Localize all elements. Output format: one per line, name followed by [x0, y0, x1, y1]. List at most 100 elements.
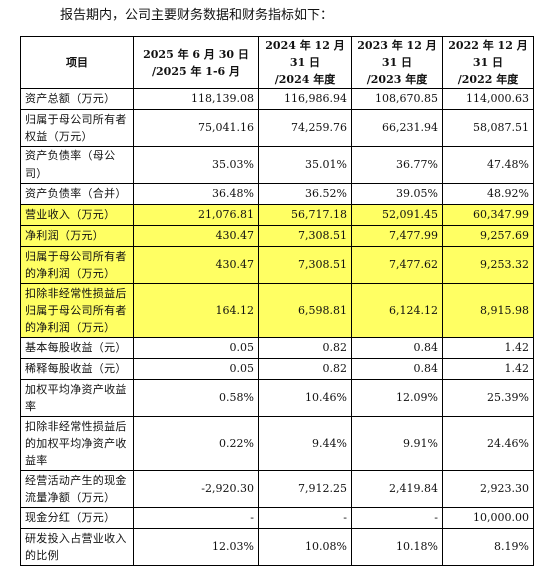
row-label: 加权平均净资产收益率 [20, 379, 134, 417]
cell-value: 56,717.18 [258, 204, 352, 226]
table-row: 归属于母公司所有者 权益（万元） 75,041.16 74,259.76 66,231.… [20, 109, 534, 147]
header-period-4: 2022 年 12 月 31 日/2022 年度 [442, 36, 534, 89]
header-text: /2022 年度 [457, 73, 519, 86]
cell-value: 118,139.08 [133, 88, 259, 110]
cell-value: 35.03% [133, 146, 259, 184]
row-label: 资产负债率（母公司） [20, 146, 134, 184]
row-label: 资产总额（万元） [20, 88, 134, 110]
cell-value: 36.48% [133, 183, 259, 205]
header-item: 项目 [20, 36, 134, 89]
cell-value: 47.48% [442, 146, 534, 184]
table-row: 归属于母公司所有者 的净利润（万元） 430.47 7,308.51 7,477.62 9… [20, 246, 534, 284]
row-label: 研发投入占营业收入 的比例 [20, 528, 134, 566]
cell-value: 0.82 [258, 337, 352, 359]
cell-value: -2,920.30 [133, 470, 259, 508]
cell-value: 430.47 [133, 246, 259, 284]
row-label-text: 营业收入（万元） [25, 208, 116, 221]
cell-value: 24.46% [442, 416, 534, 471]
row-label: 基本每股收益（元） [20, 337, 134, 359]
header-text: /2024 年度 [274, 73, 336, 86]
cell-value: 12.09% [351, 379, 443, 417]
cell-value: 9,257.69 [442, 225, 534, 247]
table-header-row: 项目 2025 年 6 月 30 日/2025 年 1-6 月 2024 年 12 … [20, 36, 534, 89]
cell-value: 10.18% [351, 528, 443, 566]
header-text: /2023 年度 [366, 73, 428, 86]
cell-value: 7,912.25 [258, 470, 352, 508]
row-label-text: 的净利润（万元） [25, 321, 116, 334]
cell-value: 0.22% [133, 416, 259, 471]
cell-value: 21,076.81 [133, 204, 259, 226]
cell-value: 0.05 [133, 358, 259, 380]
cell-value: 9.44% [258, 416, 352, 471]
cell-value: - [133, 507, 259, 529]
cell-value: 74,259.76 [258, 109, 352, 147]
cell-value: 164.12 [133, 283, 259, 338]
header-text: 2023 年 12 月 31 日 [357, 39, 437, 69]
header-period-1: 2025 年 6 月 30 日/2025 年 1-6 月 [133, 36, 259, 89]
row-label: 归属于母公司所有者 的净利润（万元） [20, 246, 134, 284]
row-label-text: 归属于母公司所有者 [25, 250, 127, 263]
row-label: 现金分红（万元） [20, 507, 134, 529]
row-label-text: 的净利润（万元） [25, 267, 116, 280]
cell-value: 1.42 [442, 358, 534, 380]
row-label-text: 归属于母公司所有者 [25, 113, 127, 126]
cell-value: 430.47 [133, 225, 259, 247]
cell-value: 108,670.85 [351, 88, 443, 110]
table-row: 现金分红（万元） - - -10,000.00 [20, 507, 534, 529]
cell-value: 9.91% [351, 416, 443, 471]
table-row: 资产负债率（合并） 36.48% 36.52% 39.05% 48.92% [20, 183, 534, 205]
table-row: 营业收入（万元） 21,076.81 56,717.18 52,091.45 60,34… [20, 204, 534, 226]
header-period-2: 2024 年 12 月 31 日/2024 年度 [258, 36, 352, 89]
cell-value: 36.52% [258, 183, 352, 205]
table-row: 资产负债率（母公司） 35.03% 35.01% 36.77% 47.48% [20, 146, 534, 184]
row-label: 资产负债率（合并） [20, 183, 134, 205]
cell-value: 60,347.99 [442, 204, 534, 226]
row-label: 稀释每股收益（元） [20, 358, 134, 380]
table-row: 经营活动产生的现金 流量净额（万元） -2,920.30 7,912.25 2,419.… [20, 470, 534, 508]
row-label-text: 资产总额（万元） [25, 92, 116, 105]
row-label-text: 加权平均净资产收益 [25, 383, 127, 396]
cell-value: 2,923.30 [442, 470, 534, 508]
row-label-text: 的加权平均净资产收 [25, 437, 127, 450]
cell-value: 116,986.94 [258, 88, 352, 110]
row-label: 扣除非经常性损益后 的加权平均净资产收 益率 [20, 416, 134, 471]
cell-value: 0.84 [351, 337, 443, 359]
header-text: 项目 [66, 56, 88, 69]
cell-value: 0.58% [133, 379, 259, 417]
table-row: 加权平均净资产收益率 0.58% 10.46% 12.09% 25.39% [20, 379, 534, 417]
row-label: 经营活动产生的现金 流量净额（万元） [20, 470, 134, 508]
intro-text: 报告期内，公司主要财务数据和财务指标如下： [60, 8, 334, 23]
cell-value: 58,087.51 [442, 109, 534, 147]
cell-value: 7,477.99 [351, 225, 443, 247]
row-label-text: 现金分红（万元） [25, 511, 116, 524]
cell-value: 36.77% [351, 146, 443, 184]
header-text: /2025 年 1-6 月 [152, 64, 240, 78]
cell-value: 0.05 [133, 337, 259, 359]
table-row: 稀释每股收益（元） 0.05 0.82 0.84 1.42 [20, 358, 534, 380]
cell-value: 8.19% [442, 528, 534, 566]
table-body: 资产总额（万元） 118,139.08 116,986.94 108,670.85 11… [20, 88, 534, 566]
table-row: 基本每股收益（元） 0.05 0.82 0.84 1.42 [20, 337, 534, 359]
cell-value: 1.42 [442, 337, 534, 359]
cell-value: 114,000.63 [442, 88, 534, 110]
cell-value: 8,915.98 [442, 283, 534, 338]
cell-value: 6,598.81 [258, 283, 352, 338]
row-label-text: 流量净额（万元） [25, 491, 116, 504]
cell-value: 12.03% [133, 528, 259, 566]
row-label-text: 归属于母公司所有者 [25, 304, 127, 317]
header-text: 2024 年 12 月 31 日 [265, 39, 345, 69]
row-label-text: 扣除非经常性损益后 [25, 420, 127, 433]
row-label-text: 净利润（万元） [25, 229, 105, 242]
cell-value: 7,477.62 [351, 246, 443, 284]
cell-value: 39.05% [351, 183, 443, 205]
row-label-text: 扣除非经常性损益后 [25, 287, 127, 300]
cell-value: 7,308.51 [258, 225, 352, 247]
cell-value: - [351, 507, 443, 529]
cell-value: 66,231.94 [351, 109, 443, 147]
cell-value: 75,041.16 [133, 109, 259, 147]
row-label-text: 资产负债率（母公司） [25, 149, 116, 180]
table-row: 资产总额（万元） 118,139.08 116,986.94 108,670.85 11… [20, 88, 534, 110]
row-label-text: 资产负债率（合并） [25, 187, 127, 200]
header-period-3: 2023 年 12 月 31 日/2023 年度 [351, 36, 443, 89]
cell-value: 0.84 [351, 358, 443, 380]
